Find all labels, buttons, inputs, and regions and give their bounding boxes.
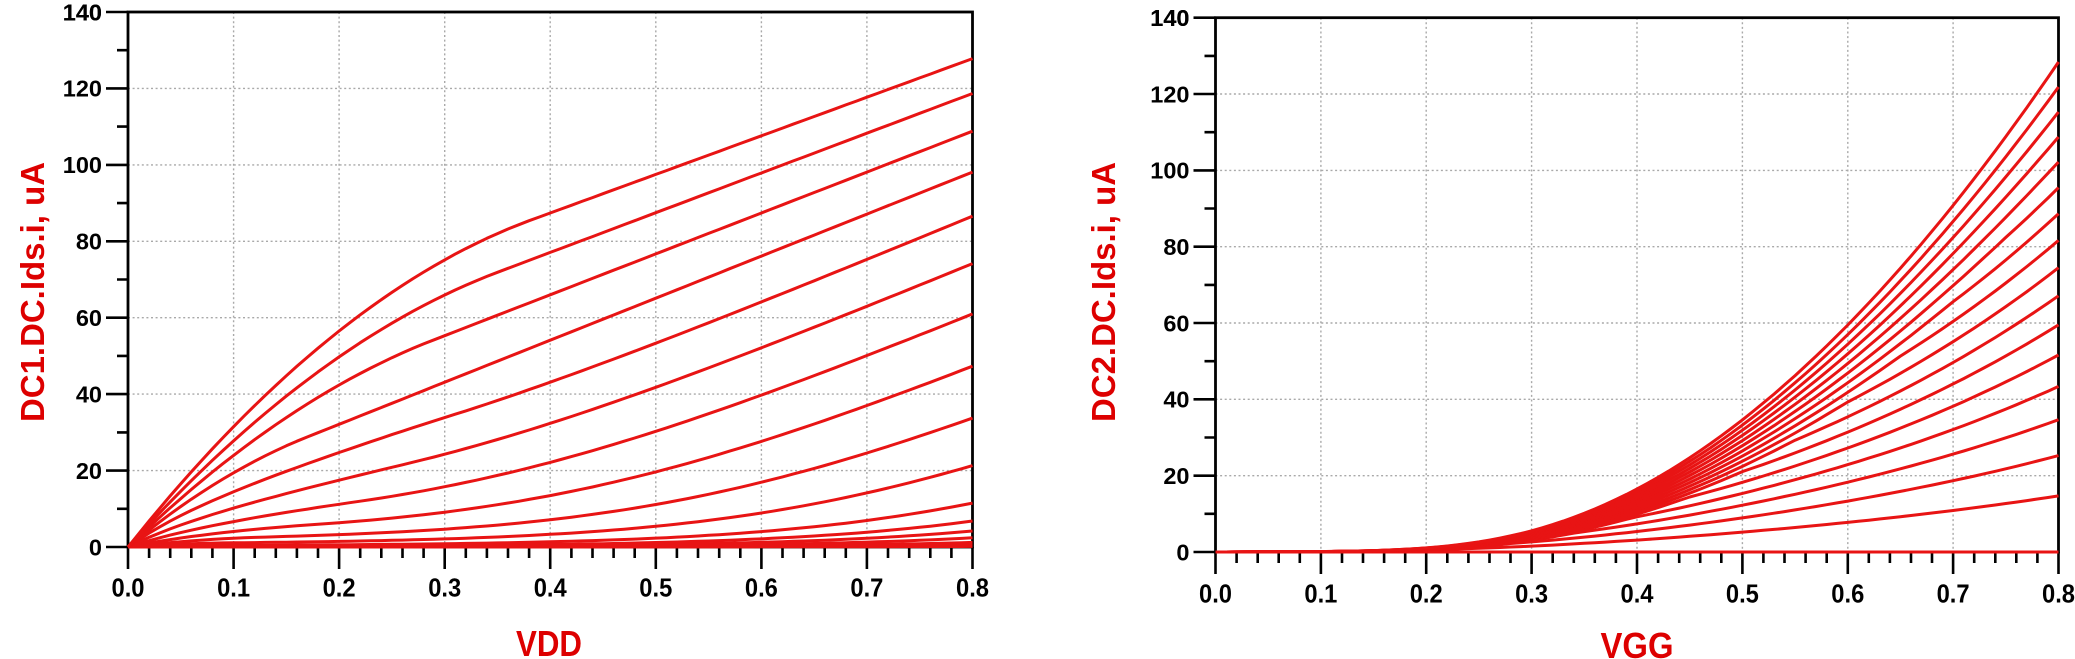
svg-text:140: 140 [1150,5,1189,31]
svg-text:140: 140 [63,0,102,25]
svg-text:0.5: 0.5 [1726,581,1759,609]
svg-text:120: 120 [63,76,102,102]
svg-text:0: 0 [1176,539,1189,565]
svg-text:0.2: 0.2 [1410,581,1443,609]
svg-text:0.7: 0.7 [850,575,883,603]
svg-text:100: 100 [63,152,102,178]
svg-text:0: 0 [89,534,102,560]
svg-text:140: 140 [63,0,102,25]
svg-text:0.5: 0.5 [639,575,672,603]
svg-text:0.3: 0.3 [1515,581,1548,609]
svg-text:20: 20 [76,458,102,484]
svg-text:0.8: 0.8 [2042,581,2075,609]
svg-text:0.1: 0.1 [217,575,250,603]
svg-text:20: 20 [1163,463,1189,489]
svg-text:100: 100 [1150,158,1189,184]
svg-text:0.2: 0.2 [323,575,356,603]
svg-text:0.0: 0.0 [1199,581,1232,609]
svg-text:80: 80 [76,229,102,255]
svg-text:VDD: VDD [516,623,582,659]
svg-text:60: 60 [76,305,102,331]
svg-text:0.0: 0.0 [112,575,145,603]
svg-text:40: 40 [76,381,102,407]
svg-text:0.3: 0.3 [428,575,461,603]
svg-text:80: 80 [1163,234,1189,260]
svg-text:0.6: 0.6 [745,575,778,603]
svg-text:DC1.DC.Ids.i, uA: DC1.DC.Ids.i, uA [14,162,51,422]
svg-text:0.4: 0.4 [534,575,568,603]
svg-text:DC2.DC.Ids.i, uA: DC2.DC.Ids.i, uA [1085,162,1122,422]
svg-text:140: 140 [1150,5,1189,31]
svg-text:120: 120 [1150,81,1189,107]
svg-text:0.6: 0.6 [1831,581,1864,609]
svg-text:40: 40 [1163,387,1189,413]
svg-text:VGG: VGG [1601,625,1674,659]
svg-text:0.4: 0.4 [1621,581,1655,609]
svg-text:0.8: 0.8 [956,575,989,603]
svg-text:0.1: 0.1 [1304,581,1337,609]
svg-text:0.7: 0.7 [1937,581,1970,609]
svg-text:60: 60 [1163,310,1189,336]
